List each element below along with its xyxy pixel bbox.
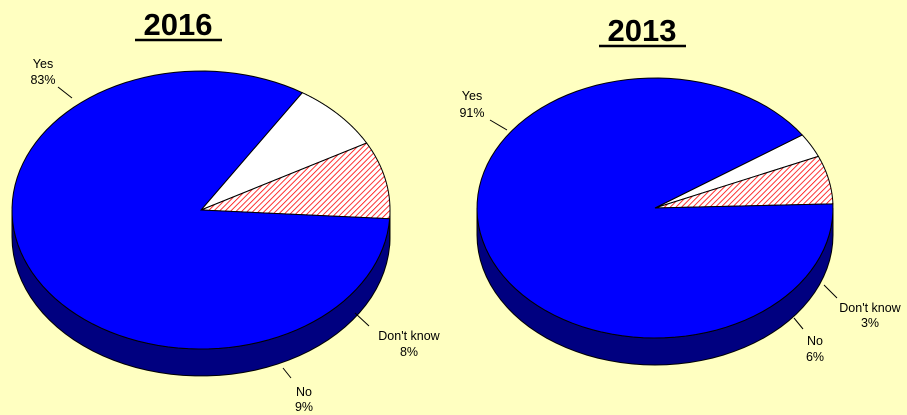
chart-title-2016: 2016: [144, 7, 213, 42]
pie-chart-2016: 2016 Yes 83% No 9% Don't know 8%: [11, 7, 441, 414]
leader-dontknow-2016: [354, 312, 370, 327]
pie-slice-no-2016: [200, 142, 391, 220]
slice-pct-no-2013: 6%: [806, 350, 824, 364]
pie-chart-2013: 2013 Yes 91% No 6% Don't know 3%: [459, 13, 902, 366]
pie-graphic-2013: [476, 77, 834, 366]
pie-slice-yes-2013: [476, 77, 834, 339]
leader-no-2013: [793, 317, 804, 330]
leader-yes-2016: [57, 86, 73, 99]
pie-slice-no-2013: [654, 155, 834, 209]
slice-label-no-2013: No: [807, 334, 823, 348]
pie-slice-yes-2016: [11, 70, 391, 350]
slice-label-dontknow-2013: Don't know: [839, 301, 901, 315]
pie-graphic-2016: [11, 70, 391, 377]
leader-no-2016: [282, 367, 292, 379]
slice-pct-dontknow-2016: 8%: [400, 345, 418, 359]
slice-label-no-2016: No: [296, 385, 312, 399]
slice-pct-yes-2013: 91%: [459, 106, 484, 120]
leader-dontknow-2013: [823, 284, 838, 299]
pie-slice-dontknow-2016: [200, 92, 368, 211]
slice-pct-dontknow-2013: 3%: [861, 316, 879, 330]
pie-slice-dontknow-2013: [654, 134, 820, 209]
slice-label-yes-2016: Yes: [33, 57, 53, 71]
slice-label-dontknow-2016: Don't know: [378, 329, 440, 343]
chart-title-2013: 2013: [608, 13, 677, 48]
slice-pct-no-2016: 9%: [295, 400, 313, 414]
slice-pct-yes-2016: 83%: [30, 73, 55, 87]
slice-label-yes-2013: Yes: [462, 89, 482, 103]
leader-yes-2013: [489, 119, 508, 131]
